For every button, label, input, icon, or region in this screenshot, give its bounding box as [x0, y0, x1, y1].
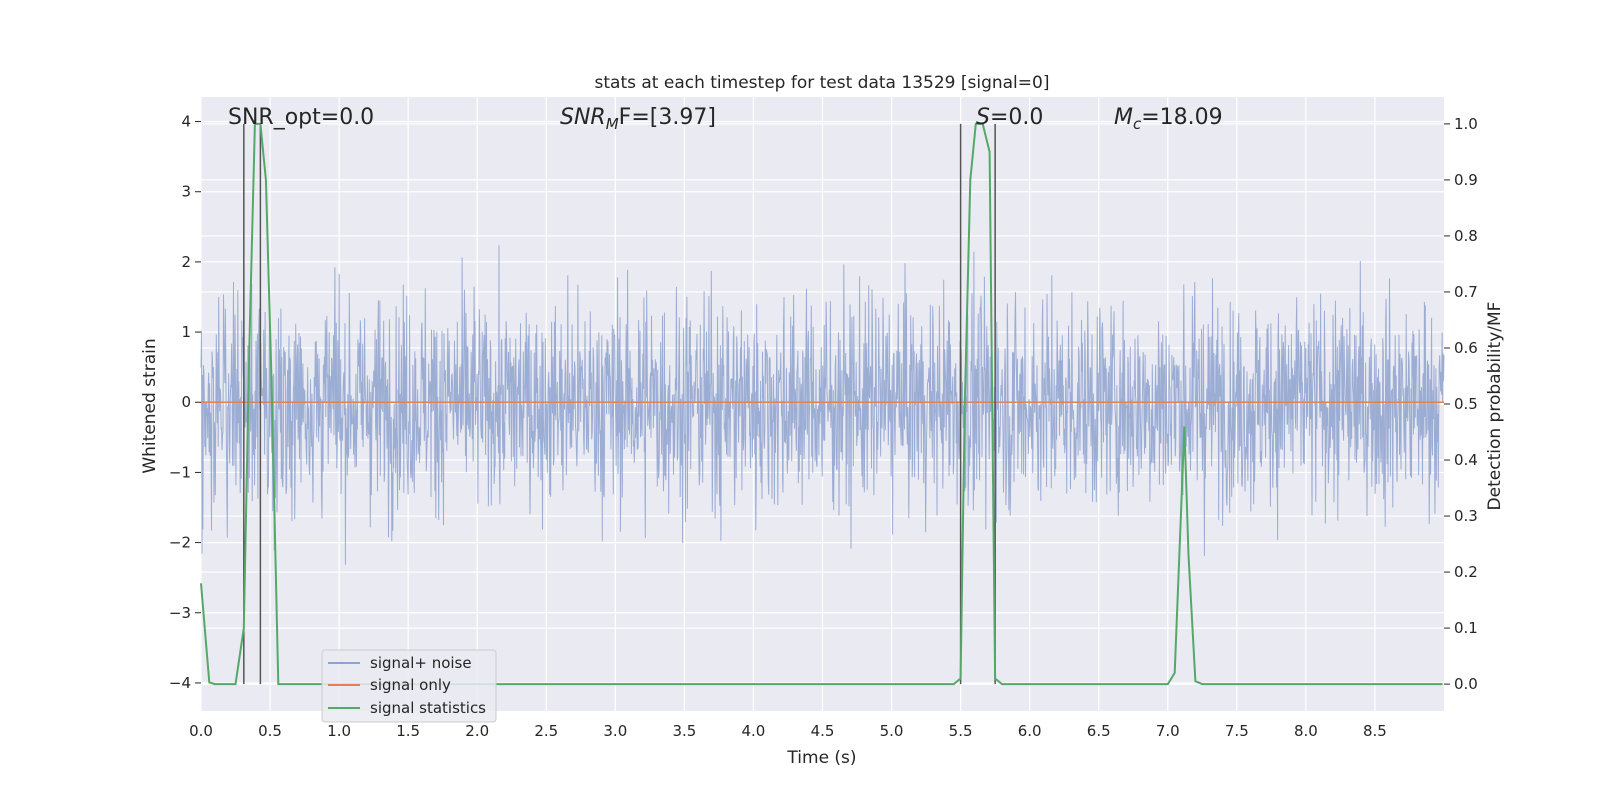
x-tick-label: 2.5	[534, 722, 558, 740]
y-left-tick-label: 4	[181, 113, 191, 131]
annotation-mc-subscript: c	[1133, 115, 1142, 133]
legend-box	[321, 649, 497, 723]
y-left-tick-label: 2	[181, 253, 191, 271]
legend-label-signal-only: signal only	[370, 676, 451, 694]
y-left-tick-label: 3	[181, 183, 191, 201]
y-right-tick-label: 1.0	[1454, 115, 1478, 133]
x-tick-label: 4.0	[742, 722, 766, 740]
annotation-mc-value: =18.09	[1141, 105, 1222, 130]
x-tick-label: 8.0	[1294, 722, 1318, 740]
annotation-snr-mf: SNRMF=[3.97]	[560, 105, 716, 133]
y-right-tick-label: 0.6	[1454, 339, 1478, 357]
y-right-tick-label: 0.9	[1454, 171, 1478, 189]
y-axis-label-right: Detection probability/MF	[1485, 302, 1505, 511]
line-signal-plus-noise	[200, 245, 1445, 565]
x-axis-label: Time (s)	[786, 748, 856, 768]
y-left-tick-label: −3	[169, 604, 191, 622]
y-right-tick-label: 0.7	[1454, 283, 1478, 301]
annotation-mc: Mc=18.09	[1114, 105, 1223, 133]
y-left-tick-label: −4	[169, 674, 191, 692]
annotation-snr-mf-symbol: SNR	[560, 105, 606, 130]
x-tick-label: 7.5	[1225, 722, 1249, 740]
x-tick-label: 3.5	[672, 722, 696, 740]
legend-label-signal-statistics: signal statistics	[370, 699, 486, 717]
x-tick-label: 4.5	[811, 722, 835, 740]
x-tick-label: 1.0	[327, 722, 351, 740]
tick-labels: 0.0 0.5 1.0 1.5 2.0 2.5 3.0 3.5 4.0 4.5 5.0 5.5 6.0 6…	[169, 113, 1478, 740]
annotation-snr-mf-subscript: M	[606, 115, 619, 133]
x-tick-label: 6.5	[1087, 722, 1111, 740]
x-tick-label: 3.0	[603, 722, 627, 740]
y-right-tick-label: 0.4	[1454, 451, 1478, 469]
y-left-tick-label: 1	[181, 323, 191, 341]
y-axis-label-left: Whitened strain	[140, 338, 160, 473]
annotation-snr-opt: SNR_opt=0.0	[228, 105, 374, 130]
line-signal-statistics	[200, 122, 1443, 686]
y-right-tick-label: 0.3	[1454, 507, 1478, 525]
annotation-s-symbol: S	[976, 105, 990, 130]
x-tick-label: 5.5	[949, 722, 973, 740]
series-signal-statistics	[200, 122, 1443, 686]
x-tick-label: 8.5	[1363, 722, 1387, 740]
chart-title: stats at each timestep for test data 135…	[595, 73, 1050, 93]
y-left-tick-label: 0	[181, 393, 191, 411]
y-right-tick-label: 0.0	[1454, 675, 1478, 693]
legend: signal+ noise signal only signal statist…	[321, 649, 497, 723]
x-tick-label: 6.0	[1018, 722, 1042, 740]
x-tick-label: 0.5	[258, 722, 282, 740]
series-signal-plus-noise	[200, 245, 1445, 565]
x-tick-label: 7.0	[1156, 722, 1180, 740]
x-tick-label: 2.0	[465, 722, 489, 740]
y-left-tick-label: −1	[169, 463, 191, 481]
y-right-tick-label: 0.2	[1454, 563, 1478, 581]
y-right-tick-label: 0.5	[1454, 395, 1478, 413]
y-left-tick-label: −2	[169, 534, 191, 552]
annotation-snr-mf-value: F=[3.97]	[619, 105, 716, 130]
annotation-s-value: =0.0	[990, 105, 1043, 130]
y-right-tick-label: 0.8	[1454, 227, 1478, 245]
x-tick-label: 5.0	[880, 722, 904, 740]
annotation-s: S=0.0	[976, 105, 1043, 130]
annotation-mc-symbol: M	[1114, 105, 1133, 130]
x-tick-label: 0.0	[189, 722, 213, 740]
legend-label-signal-plus-noise: signal+ noise	[370, 654, 472, 672]
y-right-tick-label: 0.1	[1454, 619, 1478, 637]
x-tick-label: 1.5	[396, 722, 420, 740]
